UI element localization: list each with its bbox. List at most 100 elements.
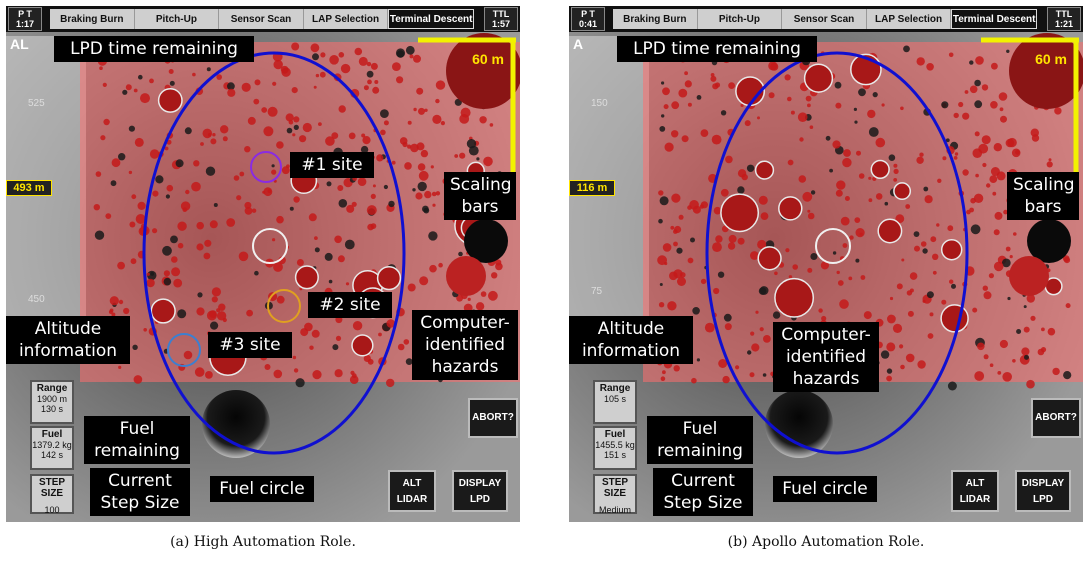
hazard-dot bbox=[194, 367, 205, 377]
hazard-dot bbox=[123, 307, 130, 315]
ttl-label: TTL bbox=[492, 9, 510, 19]
tab-sensor-scan[interactable]: Sensor Scan bbox=[219, 9, 304, 29]
hazard-dot bbox=[272, 81, 277, 86]
hazard-dot bbox=[175, 159, 184, 168]
callout-hazards: Computer- identified hazards bbox=[412, 310, 518, 380]
hazard-crater bbox=[940, 304, 969, 333]
hazard-dot bbox=[900, 364, 905, 370]
step-size-box[interactable]: STEP SIZE Medium bbox=[593, 474, 637, 515]
hazard-dot bbox=[479, 116, 487, 124]
hazard-dot bbox=[832, 140, 841, 149]
ttl-label: TTL bbox=[1055, 9, 1073, 19]
hazard-dot bbox=[177, 309, 187, 319]
hazard-dot bbox=[491, 272, 498, 279]
abort-button[interactable]: ABORT? bbox=[468, 398, 518, 438]
tab-braking-burn[interactable]: Braking Burn bbox=[50, 9, 135, 29]
hazard-dot bbox=[829, 168, 833, 173]
hazard-dot bbox=[671, 101, 680, 110]
hazard-dot bbox=[222, 136, 228, 142]
hazard-dot bbox=[836, 270, 840, 275]
hazard-dot bbox=[1023, 305, 1027, 309]
time-to-land-box: TTL 1:21 bbox=[1047, 7, 1081, 31]
hazard-dot bbox=[989, 363, 994, 368]
display-mode-button[interactable]: DISPLAY LPD bbox=[452, 470, 508, 512]
site-3-marker[interactable] bbox=[167, 333, 201, 367]
tab-sensor-scan[interactable]: Sensor Scan bbox=[782, 9, 867, 29]
hazard-dot bbox=[397, 343, 405, 351]
hazard-dot bbox=[807, 267, 813, 273]
selected-site-marker[interactable] bbox=[815, 228, 851, 264]
display-mode-button[interactable]: DISPLAY LPD bbox=[1015, 470, 1071, 512]
callout-fuel-line-1: Fuel bbox=[682, 419, 718, 439]
hazard-dot bbox=[807, 103, 811, 108]
hazard-dot bbox=[247, 116, 256, 125]
hazard-dot bbox=[1040, 347, 1047, 353]
hazard-dot bbox=[429, 264, 437, 273]
tab-lap-selection[interactable]: LAP Selection bbox=[866, 9, 952, 29]
site-2-marker[interactable] bbox=[267, 289, 301, 323]
tab-braking-burn[interactable]: Braking Burn bbox=[613, 9, 698, 29]
hazard-dot bbox=[423, 207, 430, 214]
hazard-dot bbox=[314, 236, 318, 241]
hazard-dot bbox=[109, 296, 119, 306]
hazard-dot bbox=[111, 158, 121, 168]
hazard-dot bbox=[1046, 161, 1053, 168]
tab-pitch-up[interactable]: Pitch-Up bbox=[697, 9, 783, 29]
hazard-dot bbox=[1003, 209, 1008, 215]
selected-site-marker[interactable] bbox=[252, 228, 288, 264]
site-1-marker[interactable] bbox=[250, 151, 282, 183]
hazard-dot bbox=[404, 162, 412, 170]
hazard-dot bbox=[94, 230, 105, 240]
abort-button[interactable]: ABORT? bbox=[1031, 398, 1081, 438]
hazard-dot bbox=[286, 164, 290, 169]
altitude-source-button[interactable]: ALT LIDAR bbox=[388, 470, 436, 512]
hazard-dot bbox=[807, 212, 815, 220]
display-button-label: DISPLAY bbox=[458, 478, 502, 489]
step-size-box[interactable]: STEP SIZE 100 bbox=[30, 474, 74, 515]
hazard-dot bbox=[1054, 107, 1062, 115]
hazard-dot bbox=[964, 90, 969, 94]
pt-label: P T bbox=[581, 9, 595, 19]
hazard-dot bbox=[999, 339, 1008, 349]
hazard-dot bbox=[403, 339, 410, 345]
hazard-dot bbox=[710, 73, 715, 77]
hazard-dot bbox=[273, 369, 283, 379]
hazard-dot bbox=[222, 317, 227, 323]
hazard-dot bbox=[272, 238, 276, 242]
hazard-dot bbox=[750, 331, 755, 336]
hazard-dot bbox=[930, 236, 937, 243]
lpd-display-apollo-automation: P T 0:41 Braking Burn Pitch-Up Sensor Sc… bbox=[569, 6, 1083, 522]
tab-terminal-descent[interactable]: Terminal Descent bbox=[951, 9, 1037, 29]
hazard-dot bbox=[740, 103, 744, 107]
hazard-dot bbox=[431, 191, 437, 197]
hazard-dot bbox=[993, 229, 1000, 236]
tab-lap-selection[interactable]: LAP Selection bbox=[303, 9, 389, 29]
hazard-dot bbox=[974, 100, 983, 109]
hazard-dot bbox=[907, 310, 914, 317]
hazard-dot bbox=[919, 152, 924, 157]
hazard-dot bbox=[218, 303, 226, 311]
crater-right bbox=[1027, 219, 1071, 263]
hazard-dot bbox=[858, 173, 865, 179]
fuel-time: 142 s bbox=[40, 450, 64, 460]
tab-terminal-descent[interactable]: Terminal Descent bbox=[388, 9, 474, 29]
hazard-dot bbox=[1001, 258, 1011, 268]
hazard-dot bbox=[774, 271, 778, 276]
pt-value: 1:17 bbox=[15, 19, 34, 29]
range-label: Range bbox=[599, 383, 631, 394]
hazard-dot bbox=[958, 101, 964, 108]
hazard-dot bbox=[338, 105, 346, 113]
hazard-dot bbox=[205, 371, 213, 379]
hazard-dot bbox=[972, 307, 978, 313]
hazard-dot bbox=[299, 287, 303, 291]
tab-pitch-up[interactable]: Pitch-Up bbox=[134, 9, 220, 29]
hazard-dot bbox=[95, 171, 102, 177]
altitude-source-button[interactable]: ALT LIDAR bbox=[951, 470, 999, 512]
hazard-dot bbox=[1009, 255, 1013, 259]
callout-fuel-remaining: Fuel remaining bbox=[647, 416, 753, 464]
hazard-dot bbox=[164, 146, 169, 151]
hazard-dot bbox=[288, 119, 294, 125]
hazard-dot bbox=[687, 205, 692, 210]
hazard-dot bbox=[325, 136, 335, 146]
hazard-dot bbox=[184, 127, 192, 135]
